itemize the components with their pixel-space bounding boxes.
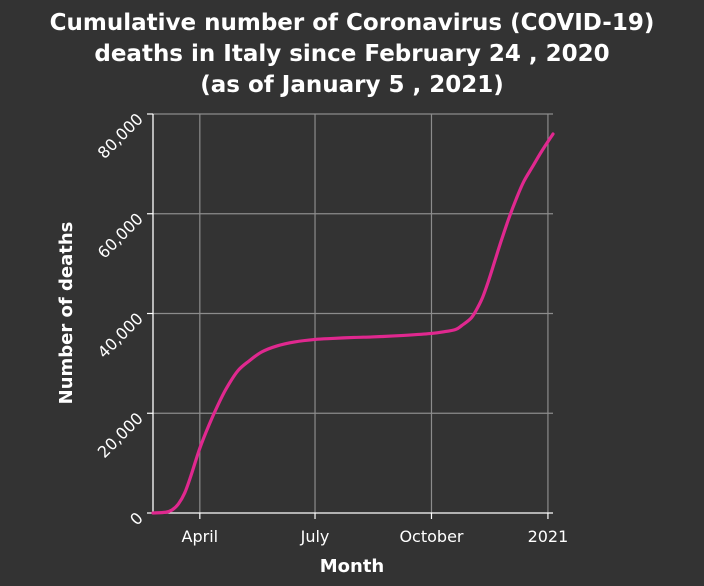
series-layer [151,132,555,515]
chart-title-line-3: (as of January 5 , 2021) [200,72,504,98]
x-tick-label: October [399,527,463,546]
x-axis-label: Month [320,556,385,577]
x-tick-label: 2021 [528,527,569,546]
gridlines [153,113,553,513]
chart-title-line-1: Cumulative number of Coronavirus (COVID-… [50,10,655,36]
x-tick-label: July [300,527,330,546]
series-line-deaths [151,132,555,515]
axes [147,113,553,519]
y-axis-label: Number of deaths [56,222,77,405]
x-tick-label: April [182,527,219,546]
chart-title-line-2: deaths in Italy since February 24 , 2020 [94,41,609,67]
